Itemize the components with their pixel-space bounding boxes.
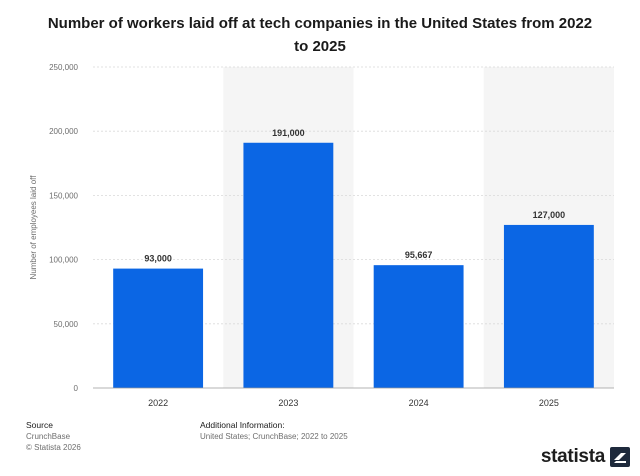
chart-title: Number of workers laid off at tech compa… xyxy=(47,15,593,55)
bar-2025[interactable] xyxy=(503,224,594,388)
x-tick-label: 2023 xyxy=(278,398,298,408)
copyright: © Statista 2026 xyxy=(26,443,81,452)
additional-info-heading: Additional Information: xyxy=(200,420,285,430)
statista-logo-icon xyxy=(610,447,630,467)
x-tick-label: 2024 xyxy=(409,398,429,408)
x-tick-label: 2022 xyxy=(148,398,168,408)
y-tick-label: 200,000 xyxy=(49,127,78,136)
y-tick-label: 50,000 xyxy=(54,320,79,329)
statista-wordmark: statista xyxy=(540,446,605,467)
bars xyxy=(113,142,594,388)
y-axis-label: Number of employees laid off xyxy=(29,175,38,280)
y-tick-label: 250,000 xyxy=(49,63,78,72)
bar-value-labels: 93,000 191,000 95,667 127,000 xyxy=(144,128,565,264)
gridlines xyxy=(93,66,614,325)
source-block: Source CrunchBase © Statista 2026 xyxy=(26,420,81,453)
bar-2023[interactable] xyxy=(243,142,334,388)
x-axis-ticks: 2022 2023 2024 2025 xyxy=(148,398,559,408)
bar-value-label: 127,000 xyxy=(533,210,566,220)
source-name: CrunchBase xyxy=(26,432,71,441)
bar-2022[interactable] xyxy=(113,268,204,388)
bar-2024[interactable] xyxy=(373,265,464,388)
additional-info-text: United States; CrunchBase; 2022 to 2025 xyxy=(200,432,348,441)
statista-brand[interactable]: statista xyxy=(541,442,630,472)
additional-info-block: Additional Information: United States; C… xyxy=(200,420,348,442)
y-tick-label: 100,000 xyxy=(49,256,78,265)
bar-value-label: 93,000 xyxy=(144,254,172,264)
y-tick-label: 150,000 xyxy=(49,191,78,200)
bar-value-label: 95,667 xyxy=(405,250,433,260)
bar-chart: 0 50,000 100,000 150,000 200,000 250,000 93,0… xyxy=(29,63,614,408)
y-axis-ticks: 0 50,000 100,000 150,000 200,000 250,000 xyxy=(49,63,78,393)
x-tick-label: 2025 xyxy=(539,398,559,408)
bar-value-label: 191,000 xyxy=(272,128,305,138)
source-heading: Source xyxy=(26,420,53,430)
y-tick-label: 0 xyxy=(74,384,79,393)
